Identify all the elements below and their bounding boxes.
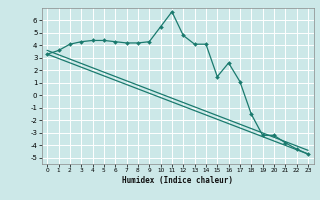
X-axis label: Humidex (Indice chaleur): Humidex (Indice chaleur): [122, 176, 233, 185]
